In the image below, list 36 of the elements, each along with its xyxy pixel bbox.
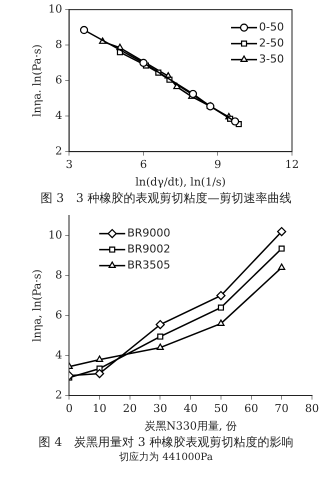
x-tick-label: 20 bbox=[122, 402, 137, 416]
y-tick-label: 2 bbox=[55, 144, 62, 158]
y-tick-label: 8 bbox=[55, 38, 62, 51]
caption: 图 4 炭黑用量对 3 种橡胶表观剪切粘度的影响 bbox=[38, 434, 294, 450]
x-tick-label: 80 bbox=[305, 402, 319, 416]
y-tick-label: 4 bbox=[55, 348, 62, 362]
x-tick-label: 50 bbox=[214, 402, 228, 416]
legend-label: BR3505 bbox=[127, 258, 170, 272]
x-tick-label: 12 bbox=[285, 158, 299, 172]
x-tick-label: 60 bbox=[244, 402, 258, 416]
x-tick-label: 40 bbox=[184, 402, 198, 416]
x-tick-label: 70 bbox=[274, 402, 289, 416]
y-axis-title: lnηa, ln(Pa·s) bbox=[30, 269, 44, 342]
x-tick-label: 30 bbox=[153, 402, 168, 416]
text: 切应力为 441000Pa bbox=[118, 450, 214, 465]
caption: 图 3 3 种橡胶的表观剪切粘度—剪切速率曲线 bbox=[40, 190, 292, 206]
y-axis-title: lnηa. ln(Pa·s) bbox=[30, 44, 44, 117]
legend-label: BR9000 bbox=[127, 226, 170, 240]
x-tick-label: 9 bbox=[214, 158, 222, 172]
x-tick-label: 3 bbox=[66, 158, 73, 172]
y-tick-label: 8 bbox=[55, 268, 62, 282]
y-tick-label: 10 bbox=[48, 2, 62, 16]
y-tick-label: 6 bbox=[55, 73, 62, 86]
legend-label: 2-50 bbox=[259, 36, 284, 50]
legend-label: 0-50 bbox=[259, 20, 284, 34]
y-tick-label: 6 bbox=[55, 308, 62, 322]
legend-label: 3-50 bbox=[259, 52, 284, 66]
y-tick-label: 2 bbox=[55, 388, 62, 402]
x-tick-label: 10 bbox=[92, 402, 107, 416]
x-tick-label: 0 bbox=[66, 402, 73, 416]
y-tick-label: 10 bbox=[48, 228, 62, 242]
y-tick-label: 4 bbox=[55, 108, 62, 122]
x-axis-title: 炭黑N330用量, 份 bbox=[144, 419, 237, 432]
legend-label: BR9002 bbox=[127, 242, 170, 256]
x-axis-title: ln(dγ/dt), ln(1/s) bbox=[135, 175, 226, 188]
x-tick-label: 6 bbox=[140, 158, 147, 172]
